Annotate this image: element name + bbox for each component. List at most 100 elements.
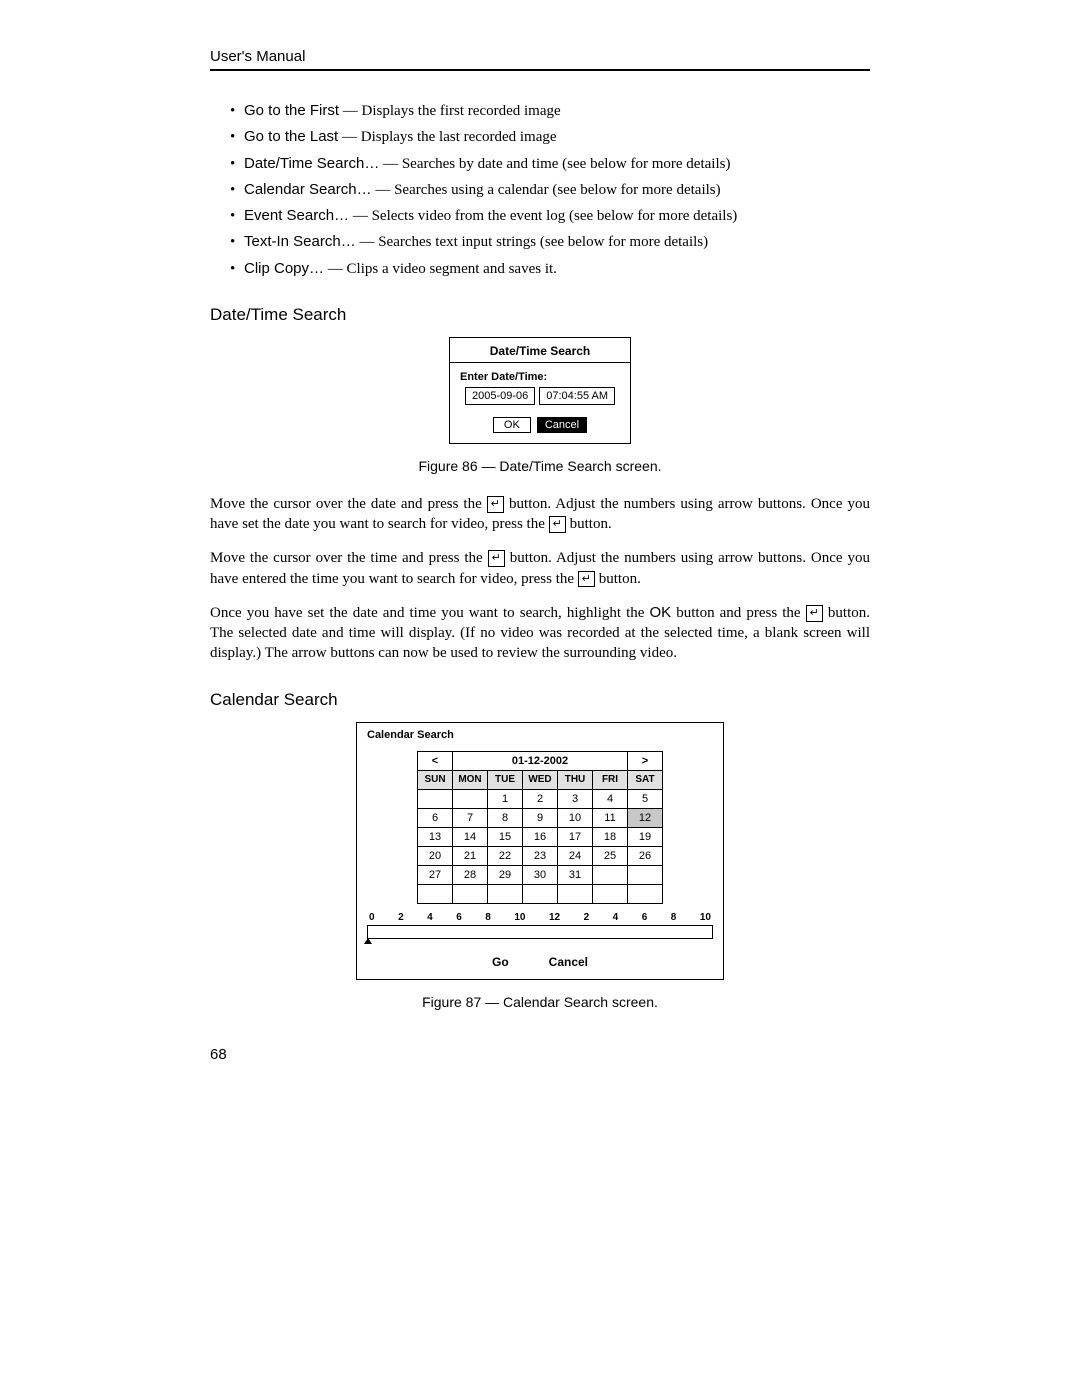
calendar-day[interactable]: 24 [558, 846, 593, 865]
menu-list: Go to the First — Displays the first rec… [210, 101, 870, 279]
day-header: FRI [593, 770, 628, 789]
calendar-empty [593, 884, 628, 903]
calendar-day[interactable]: 7 [453, 808, 488, 827]
timeline-marker[interactable] [364, 938, 372, 944]
menu-term: Go to the First [244, 102, 339, 119]
enter-datetime-label: Enter Date/Time: [460, 371, 620, 383]
calendar-day[interactable]: 19 [628, 827, 663, 846]
calendar-day[interactable]: 14 [453, 827, 488, 846]
datetime-fields: 2005-09-06 07:04:55 AM [460, 387, 620, 405]
ok-button[interactable]: OK [493, 417, 531, 433]
calendar-day[interactable]: 27 [418, 865, 453, 884]
calendar-day[interactable]: 30 [523, 865, 558, 884]
calendar-day[interactable]: 22 [488, 846, 523, 865]
calendar-dialog-title: Calendar Search [367, 729, 713, 741]
calendar-day[interactable]: 18 [593, 827, 628, 846]
body-paragraph-3: Once you have set the date and time you … [210, 603, 870, 664]
day-header: THU [558, 770, 593, 789]
menu-desc: — Clips a video segment and saves it. [324, 261, 557, 277]
calendar-day[interactable]: 29 [488, 865, 523, 884]
calendar-empty [558, 884, 593, 903]
day-header: MON [453, 770, 488, 789]
body-paragraph-1: Move the cursor over the date and press … [210, 494, 870, 535]
enter-icon: ↵ [578, 571, 595, 588]
calendar-empty [593, 865, 628, 884]
calendar-day[interactable]: 23 [523, 846, 558, 865]
timeline-bar[interactable] [367, 925, 713, 939]
timeline-tick: 8 [671, 912, 677, 923]
calendar-day[interactable]: 25 [593, 846, 628, 865]
date-field[interactable]: 2005-09-06 [465, 387, 535, 405]
calendar-day[interactable]: 15 [488, 827, 523, 846]
enter-icon: ↵ [488, 550, 505, 567]
menu-item: Calendar Search… — Searches using a cale… [230, 180, 870, 200]
calendar-empty [523, 884, 558, 903]
menu-term: Date/Time Search… [244, 155, 379, 172]
calendar-day[interactable]: 9 [523, 808, 558, 827]
header-title: User's Manual [210, 48, 305, 65]
menu-desc: — Searches using a calendar (see below f… [372, 182, 721, 198]
menu-item: Text-In Search… — Searches text input st… [230, 232, 870, 252]
menu-desc: — Searches text input strings (see below… [356, 234, 708, 250]
calendar-day[interactable]: 8 [488, 808, 523, 827]
calendar-day[interactable]: 11 [593, 808, 628, 827]
calendar-search-heading: Calendar Search [210, 690, 870, 710]
datetime-search-heading: Date/Time Search [210, 305, 870, 325]
time-field[interactable]: 07:04:55 AM [539, 387, 615, 405]
calendar-day[interactable]: 6 [418, 808, 453, 827]
calendar-day[interactable]: 21 [453, 846, 488, 865]
calendar-empty [418, 789, 453, 808]
text-run: button and press the [671, 605, 805, 621]
datetime-dialog: Date/Time Search Enter Date/Time: 2005-0… [449, 337, 631, 444]
text-run: Move the cursor over the date and press … [210, 496, 487, 512]
menu-desc: — Displays the first recorded image [339, 103, 561, 119]
menu-item: Date/Time Search… — Searches by date and… [230, 154, 870, 174]
timeline-tick: 6 [642, 912, 648, 923]
text-run: Move the cursor over the time and press … [210, 550, 488, 566]
calendar-day[interactable]: 10 [558, 808, 593, 827]
calendar-day[interactable]: 31 [558, 865, 593, 884]
calendar-empty [628, 884, 663, 903]
timeline-tick: 2 [584, 912, 590, 923]
menu-item: Event Search… — Selects video from the e… [230, 206, 870, 226]
menu-term: Go to the Last [244, 128, 338, 145]
figure-86-caption: Figure 86 — Date/Time Search screen. [210, 458, 870, 474]
calendar-day[interactable]: 26 [628, 846, 663, 865]
calendar-day[interactable]: 1 [488, 789, 523, 808]
calendar-timeline: 024681012246810 [367, 912, 713, 939]
calendar-empty [488, 884, 523, 903]
cancel-button[interactable]: Cancel [537, 417, 587, 433]
calendar-day[interactable]: 4 [593, 789, 628, 808]
next-month-button[interactable]: > [628, 751, 663, 770]
prev-month-button[interactable]: < [418, 751, 453, 770]
enter-icon: ↵ [806, 605, 823, 622]
calendar-empty [453, 789, 488, 808]
timeline-tick: 10 [700, 912, 711, 923]
calendar-dialog: Calendar Search <01-12-2002>SUNMONTUEWED… [356, 722, 724, 980]
go-button[interactable]: Go [492, 955, 509, 969]
text-run: Once you have set the date and time you … [210, 605, 649, 621]
calendar-day[interactable]: 17 [558, 827, 593, 846]
calendar-date-label: 01-12-2002 [453, 751, 628, 770]
menu-desc: — Displays the last recorded image [338, 129, 556, 145]
calendar-day[interactable]: 16 [523, 827, 558, 846]
menu-term: Text-In Search… [244, 233, 356, 250]
calendar-day[interactable]: 20 [418, 846, 453, 865]
text-run: button. [566, 516, 612, 532]
calendar-day[interactable]: 2 [523, 789, 558, 808]
calendar-day[interactable]: 12 [628, 808, 663, 827]
calendar-day[interactable]: 13 [418, 827, 453, 846]
calendar-actions: Go Cancel [367, 955, 713, 969]
datetime-dialog-body: Enter Date/Time: 2005-09-06 07:04:55 AM … [450, 363, 630, 443]
calendar-day[interactable]: 28 [453, 865, 488, 884]
calendar-cancel-button[interactable]: Cancel [549, 955, 588, 969]
calendar-table: <01-12-2002>SUNMONTUEWEDTHUFRISAT1234567… [417, 751, 663, 904]
datetime-dialog-title: Date/Time Search [450, 338, 630, 363]
calendar-empty [418, 884, 453, 903]
calendar-day[interactable]: 5 [628, 789, 663, 808]
timeline-tick: 4 [613, 912, 619, 923]
calendar-empty [628, 865, 663, 884]
text-run: button. [595, 571, 641, 587]
body-paragraph-2: Move the cursor over the time and press … [210, 548, 870, 589]
calendar-day[interactable]: 3 [558, 789, 593, 808]
